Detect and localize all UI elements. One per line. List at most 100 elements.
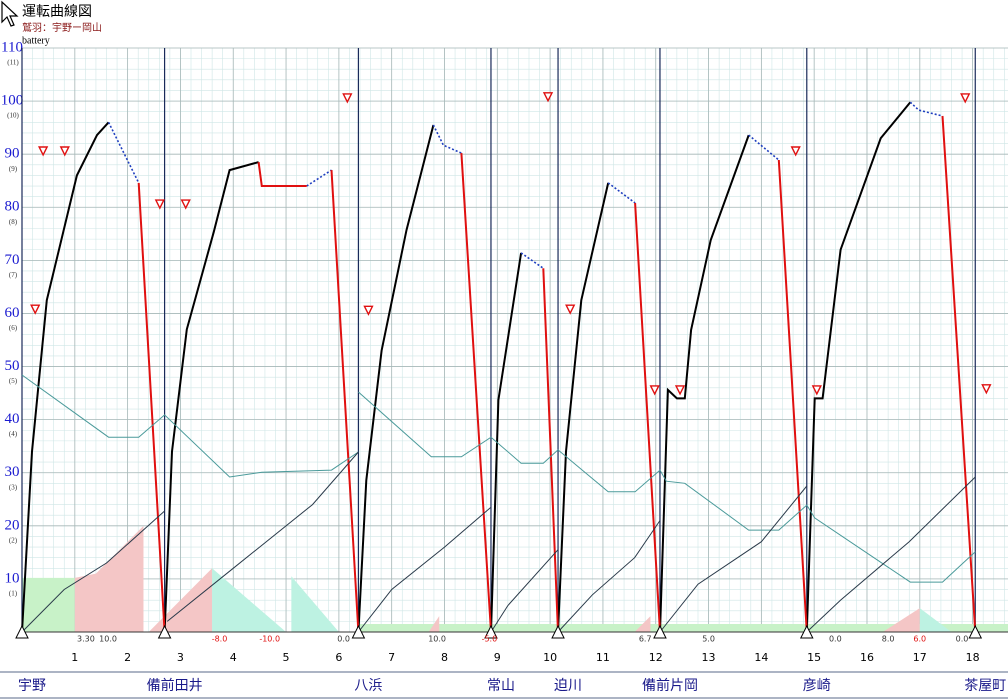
grade-label: -8.0 [212, 635, 228, 644]
grade-label: 5.0 [702, 635, 715, 644]
x-tick-label: 4 [230, 651, 237, 664]
y-tick-label: 110 [1, 39, 23, 55]
y2-tick-label: (8) [9, 218, 18, 226]
speed-limit-marker [565, 304, 576, 315]
speed-limit-marker [59, 146, 70, 157]
x-tick-label: 11 [596, 651, 610, 664]
station-marker [653, 624, 667, 639]
station-marker [968, 624, 983, 639]
station-name: 茶屋町 [964, 678, 1006, 694]
curve [21, 451, 976, 633]
x-tick-label: 5 [283, 651, 290, 664]
x-tick-label: 17 [913, 651, 927, 664]
grade-label: -5.0 [482, 635, 498, 644]
speed-limit-marker [542, 92, 554, 103]
grade-label: 6.0 [913, 635, 926, 644]
y-tick-label: 100 [1, 93, 24, 109]
station-name: 備前田井 [147, 677, 203, 694]
grade-label: 0.0 [337, 635, 350, 644]
speed-limit-marker [180, 199, 191, 210]
y-tick-label: 80 [5, 199, 20, 215]
y2-tick-label: (10) [7, 112, 19, 120]
speed-limit-marker [363, 305, 374, 316]
y-tick-label: 50 [5, 358, 20, 374]
grade-label: 3.30 [77, 635, 95, 644]
speed-limit-marker [649, 385, 660, 396]
grade-label: 0.0 [829, 635, 842, 644]
curve [107, 101, 943, 269]
x-tick-label: 9 [494, 651, 501, 664]
speed-limit-marker [981, 384, 992, 395]
speed-limit-marker [960, 93, 971, 104]
x-tick-label: 6 [335, 651, 342, 664]
station-name: 常山 [487, 678, 515, 694]
grade-label: 6.7 [639, 635, 652, 644]
x-tick-label: 16 [860, 651, 874, 664]
x-tick-label: 8 [441, 651, 448, 664]
y2-tick-label: (3) [9, 483, 18, 491]
x-tick-label: 14 [754, 651, 768, 664]
station-marker [799, 624, 814, 639]
grade-area [919, 608, 952, 632]
y2-tick-label: (1) [9, 590, 18, 598]
speed-limit-marker [674, 385, 686, 396]
y-tick-label: 20 [5, 517, 20, 533]
station-name: 備前片岡 [642, 677, 698, 694]
station-marker [351, 624, 366, 639]
curves [21, 101, 977, 633]
grade-label: 0.0 [956, 635, 969, 644]
y2-tick-label: (5) [9, 377, 18, 385]
x-tick-label: 2 [124, 651, 131, 664]
y-tick-label: 60 [5, 305, 20, 321]
speed-limit-marker [30, 304, 41, 315]
y-tick-label: 40 [5, 411, 20, 427]
x-tick-label: 18 [966, 651, 980, 664]
y2-tick-label: (4) [9, 430, 18, 438]
x-tick-label: 13 [702, 651, 716, 664]
grade-area [359, 624, 1008, 632]
curve [21, 101, 912, 633]
grade-label: 8.0 [882, 635, 895, 644]
x-tick-label: 1 [71, 651, 78, 664]
grade-area [74, 525, 144, 632]
speed-limit-marker [811, 385, 822, 396]
y-tick-label: 30 [5, 464, 20, 480]
chart-title: 運転曲線図 [22, 4, 92, 20]
speed-limit-marker [37, 146, 49, 157]
grade-area [291, 576, 339, 632]
station-marker [484, 624, 498, 639]
station-name: 宇野 [18, 678, 46, 694]
speed-limit-marker [790, 146, 801, 157]
y2-tick-label: (11) [7, 59, 19, 67]
y-tick-label: 10 [5, 570, 20, 586]
station-name: 彦崎 [803, 678, 831, 694]
station-marker [15, 624, 29, 639]
y-tick-label: 70 [5, 252, 20, 268]
x-tick-label: 12 [649, 651, 663, 664]
axes: 102030405060708090100110(1)(2)(3)(4)(5)(… [1, 39, 1008, 694]
station-marker [157, 624, 172, 639]
y-tick-label: 90 [5, 146, 20, 162]
grade-label: -10.0 [259, 635, 280, 644]
y2-tick-label: (9) [9, 165, 18, 173]
grade-label: 10.0 [99, 635, 117, 644]
x-tick-label: 7 [388, 651, 395, 664]
y2-tick-label: (7) [9, 271, 18, 279]
speed-limit-marker [342, 93, 353, 104]
y2-tick-label: (6) [9, 324, 18, 332]
station-name: 迫川 [554, 678, 582, 694]
curve [137, 115, 977, 633]
x-tick-label: 15 [807, 651, 821, 664]
grade-area [212, 568, 287, 632]
y2-tick-label: (2) [9, 536, 18, 544]
chart-subtitle: 鷲羽：宇野ー岡山 [22, 21, 102, 34]
curve [21, 374, 976, 583]
grade-area [428, 616, 440, 632]
station-name: 八浜 [354, 678, 382, 694]
grade-label: 10.0 [428, 635, 446, 644]
grade-area [634, 616, 651, 632]
x-tick-label: 10 [543, 651, 557, 664]
